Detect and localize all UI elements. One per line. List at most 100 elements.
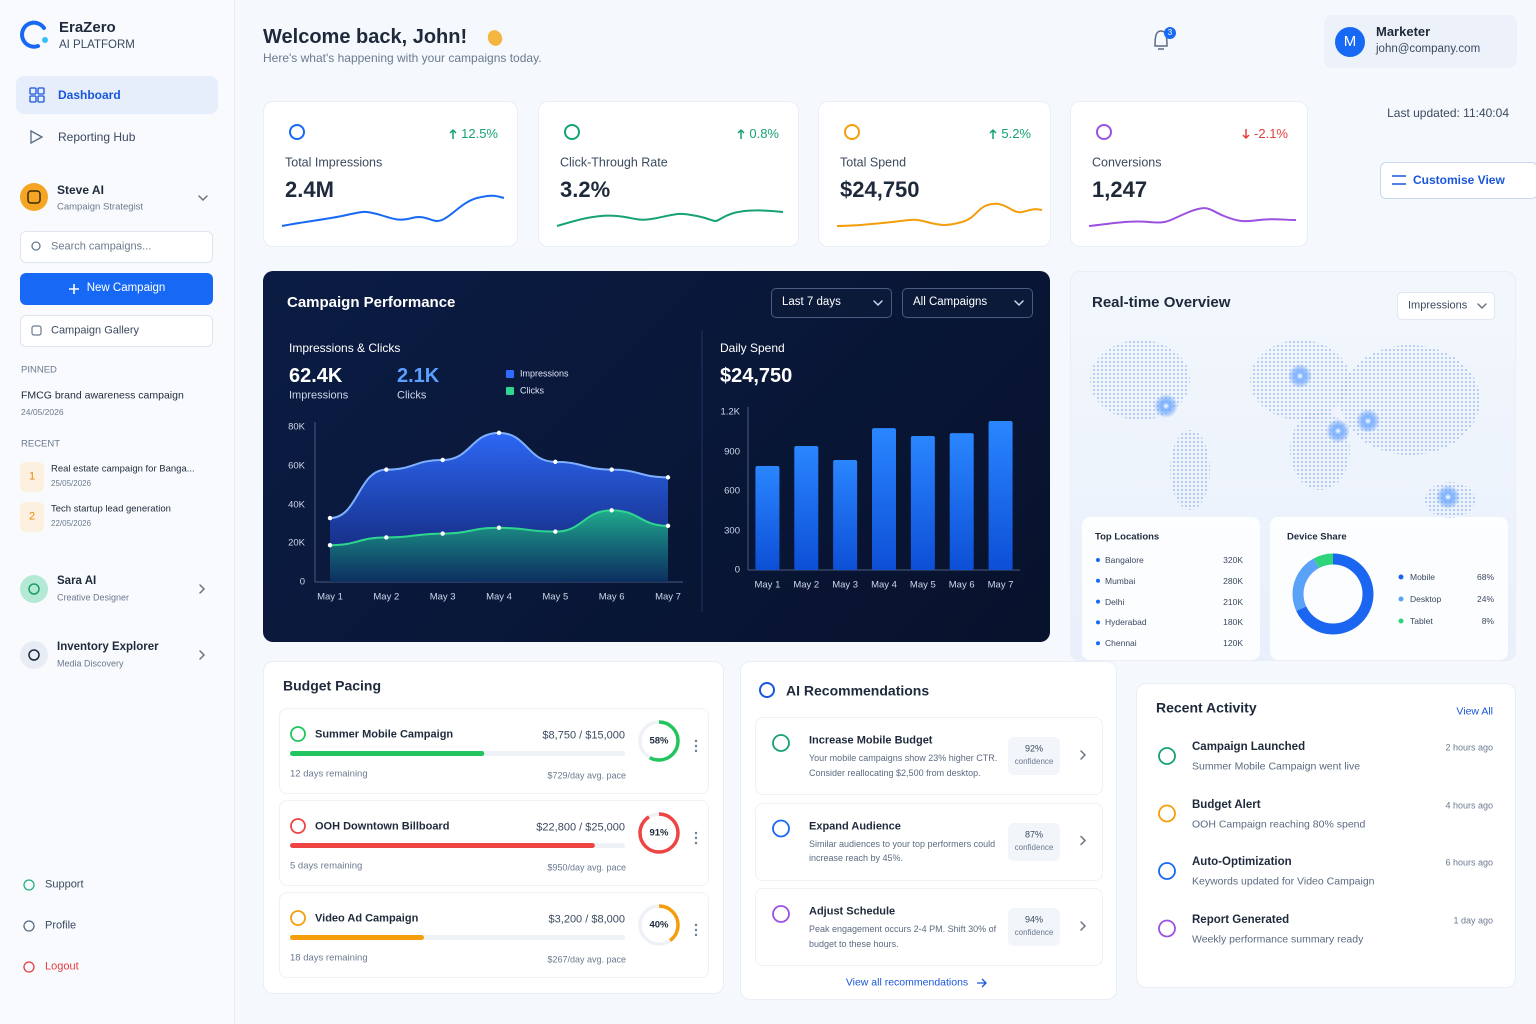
legend-label: Impressions bbox=[520, 368, 569, 379]
gallery-button[interactable] bbox=[20, 315, 213, 347]
recommendation-title: Adjust Schedule bbox=[809, 905, 896, 918]
stat-value: 62.4K bbox=[289, 365, 343, 387]
budget-item bbox=[279, 708, 709, 794]
card-title: Device Share bbox=[1287, 531, 1347, 543]
pinned-date: 24/05/2026 bbox=[21, 406, 64, 417]
search-box[interactable] bbox=[20, 231, 213, 263]
assistant-name: Inventory Explorer bbox=[57, 641, 159, 654]
recent-number: 2 bbox=[28, 510, 36, 523]
user-initial: M bbox=[1343, 33, 1357, 50]
activity-title: Report Generated bbox=[1192, 913, 1290, 926]
x-tick-label: May 3 bbox=[429, 591, 456, 603]
panel-title: Campaign Performance bbox=[287, 294, 456, 311]
y-tick-label: 600 bbox=[724, 485, 740, 497]
kpi-card bbox=[263, 101, 518, 247]
chart-title: Daily Spend bbox=[720, 340, 785, 355]
y-tick-label: 1.2K bbox=[720, 406, 740, 418]
search-placeholder: Search campaigns... bbox=[51, 240, 152, 253]
stat-value: 2.1K bbox=[397, 365, 440, 387]
kpi-change: 12.5% bbox=[461, 126, 498, 142]
user-email: john@company.com bbox=[1376, 43, 1481, 56]
footer-nav-item: Profile bbox=[45, 919, 77, 932]
y-tick-label: 0 bbox=[734, 564, 740, 576]
filter-dropdown[interactable] bbox=[902, 288, 1033, 318]
assistant-role: Creative Designer bbox=[57, 592, 130, 603]
recommendation-title: Expand Audience bbox=[809, 819, 901, 832]
assistant-role: Media Discovery bbox=[57, 658, 124, 669]
budget-item bbox=[279, 800, 709, 886]
recommendation-text: Peak engagement occurs 2-4 PM. Shift 30%… bbox=[809, 924, 997, 949]
x-tick-label: May 2 bbox=[793, 579, 820, 591]
filter-label: Impressions bbox=[1408, 299, 1468, 312]
kpi-change: 5.2% bbox=[1001, 126, 1031, 142]
x-tick-label: May 1 bbox=[317, 591, 343, 603]
legend-value: 68% bbox=[1476, 571, 1494, 582]
kpi-card bbox=[818, 101, 1051, 247]
footer-nav-item: Support bbox=[45, 878, 84, 891]
y-tick-label: 0 bbox=[299, 576, 305, 588]
kpi-change: 0.8% bbox=[749, 126, 779, 142]
activity-title: Auto-Optimization bbox=[1192, 856, 1292, 869]
new-campaign-label: New Campaign bbox=[86, 282, 166, 295]
view-all-link: View All bbox=[1456, 705, 1493, 718]
location-city: Bangalore bbox=[1105, 554, 1144, 565]
recommendation-text: Similar audiences to your top performers… bbox=[809, 838, 996, 864]
brand-name: EraZero bbox=[59, 19, 116, 36]
campaign-spend: $8,750 / $15,000 bbox=[542, 729, 625, 742]
x-tick-label: May 3 bbox=[832, 579, 859, 591]
page-title: Welcome back, John! bbox=[263, 26, 468, 48]
location-value: 320K bbox=[1223, 554, 1243, 565]
days-remaining: 18 days remaining bbox=[290, 952, 368, 964]
legend-value: 8% bbox=[1481, 615, 1494, 626]
recent-badge bbox=[20, 502, 44, 532]
x-tick-label: May 6 bbox=[598, 591, 625, 603]
new-campaign-button[interactable] bbox=[20, 273, 213, 305]
user-name: Marketer bbox=[1376, 24, 1431, 40]
kpi-value: $24,750 bbox=[840, 176, 920, 202]
x-tick-label: May 5 bbox=[542, 591, 569, 603]
activity-description: Keywords updated for Video Campaign bbox=[1192, 875, 1375, 888]
customise-label: Customise View bbox=[1413, 172, 1505, 187]
y-tick-label: 300 bbox=[724, 524, 740, 536]
activity-description: Summer Mobile Campaign went live bbox=[1192, 760, 1361, 773]
kpi-label: Click-Through Rate bbox=[560, 155, 668, 170]
x-tick-label: May 4 bbox=[486, 591, 512, 603]
activity-time: 6 hours ago bbox=[1445, 857, 1493, 868]
footer-nav-item: Logout bbox=[45, 960, 79, 973]
recent-number: 1 bbox=[28, 470, 36, 483]
panel-title: Real-time Overview bbox=[1092, 294, 1231, 311]
x-tick-label: May 1 bbox=[754, 579, 781, 591]
filter-dropdown[interactable] bbox=[771, 288, 892, 318]
confidence-badge bbox=[1008, 822, 1060, 861]
location-city: Delhi bbox=[1105, 596, 1125, 607]
nav-item: Reporting Hub bbox=[58, 129, 136, 144]
confidence-value: 94% bbox=[1024, 914, 1044, 925]
days-remaining: 5 days remaining bbox=[290, 860, 363, 872]
daily-pace: $729/day avg. pace bbox=[547, 770, 626, 781]
customise-button[interactable] bbox=[1380, 162, 1536, 199]
confidence-label: confidence bbox=[1014, 928, 1054, 938]
activity-description: Weekly performance summary ready bbox=[1192, 933, 1364, 946]
y-tick-label: 60K bbox=[288, 460, 305, 472]
activity-time: 1 day ago bbox=[1453, 915, 1493, 926]
recent-badge bbox=[20, 462, 44, 492]
confidence-badge bbox=[1008, 737, 1060, 775]
panel-title: Recent Activity bbox=[1156, 699, 1257, 716]
campaign-name: OOH Downtown Billboard bbox=[315, 820, 450, 833]
activity-title: Budget Alert bbox=[1192, 798, 1261, 811]
y-tick-label: 900 bbox=[724, 445, 740, 457]
campaign-name: Video Ad Campaign bbox=[315, 912, 419, 925]
x-tick-label: May 7 bbox=[655, 591, 681, 603]
x-tick-label: May 4 bbox=[871, 579, 897, 591]
agent-name: Steve AI bbox=[57, 182, 104, 197]
legend-label: Mobile bbox=[1410, 571, 1436, 582]
locations-card bbox=[1082, 517, 1260, 660]
kpi-value: 1,247 bbox=[1092, 176, 1148, 202]
campaign-name: Summer Mobile Campaign bbox=[315, 728, 454, 741]
gallery-label: Campaign Gallery bbox=[51, 324, 140, 337]
nav-active bbox=[16, 76, 218, 114]
section-heading: RECENT bbox=[21, 438, 61, 450]
x-tick-label: May 5 bbox=[909, 579, 936, 591]
spend-total: $24,750 bbox=[720, 365, 793, 387]
